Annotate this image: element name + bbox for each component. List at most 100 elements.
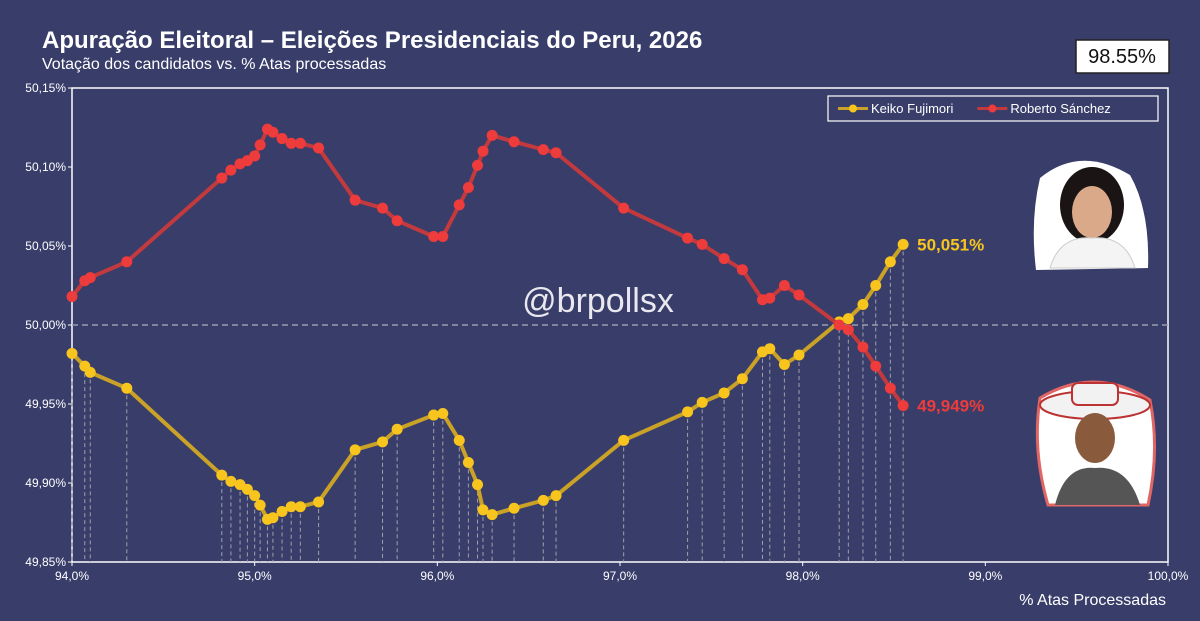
data-point xyxy=(428,231,440,243)
y-tick-label: 50,15% xyxy=(25,81,66,95)
legend: Keiko Fujimori Roberto Sánchez xyxy=(827,95,1159,122)
data-point xyxy=(857,341,869,353)
x-tick-label: 94,0% xyxy=(55,569,89,583)
x-axis-label: % Atas Processadas xyxy=(1019,592,1166,609)
data-point xyxy=(550,490,562,502)
data-point xyxy=(349,194,361,206)
data-point xyxy=(842,313,854,325)
data-point xyxy=(84,272,96,284)
data-point xyxy=(718,253,730,265)
data-point xyxy=(276,133,288,145)
data-point xyxy=(764,343,776,355)
y-tick-label: 50,10% xyxy=(25,160,66,174)
data-point xyxy=(508,136,520,148)
data-point xyxy=(285,501,297,513)
data-point xyxy=(682,406,694,418)
x-tick-label: 95,0% xyxy=(238,569,272,583)
data-point xyxy=(897,400,909,412)
data-point xyxy=(537,144,549,156)
legend-marker xyxy=(988,104,997,113)
data-point xyxy=(121,382,133,394)
badge: 98.55% xyxy=(1088,46,1156,68)
data-point xyxy=(462,456,474,468)
x-tick-label: 97,0% xyxy=(603,569,637,583)
data-point xyxy=(437,231,449,243)
data-point xyxy=(736,373,748,385)
data-point xyxy=(618,434,630,446)
data-point xyxy=(267,126,279,138)
data-point xyxy=(696,238,708,250)
data-point xyxy=(682,232,694,244)
data-point xyxy=(884,382,896,394)
x-tick-label: 99,0% xyxy=(968,569,1002,583)
data-point xyxy=(225,475,237,487)
chart-subtitle: Votação dos candidatos vs. % Atas proces… xyxy=(42,56,386,73)
data-point xyxy=(313,496,325,508)
data-point xyxy=(285,137,297,149)
data-point xyxy=(696,396,708,408)
data-point xyxy=(486,129,498,141)
data-point xyxy=(391,215,403,227)
data-point xyxy=(121,256,133,268)
data-point xyxy=(453,199,465,211)
data-point xyxy=(550,147,562,159)
y-tick-label: 50,00% xyxy=(25,318,66,332)
y-tick-label: 49,95% xyxy=(25,397,66,411)
data-point xyxy=(276,505,288,517)
data-point xyxy=(437,407,449,419)
data-label: 50,051% xyxy=(917,235,984,254)
data-point xyxy=(833,319,845,331)
data-point xyxy=(225,164,237,176)
data-point xyxy=(793,349,805,361)
y-tick-label: 49,90% xyxy=(25,476,66,490)
data-point xyxy=(428,409,440,421)
data-point xyxy=(66,347,78,359)
data-point xyxy=(793,289,805,301)
data-point xyxy=(618,202,630,214)
data-point xyxy=(377,436,389,448)
data-point xyxy=(462,182,474,194)
data-point xyxy=(537,494,549,506)
legend-label: Roberto Sánchez xyxy=(1010,101,1110,116)
data-point xyxy=(870,280,882,291)
data-point xyxy=(294,501,306,513)
chart-title: Apuração Eleitoral – Eleições Presidenci… xyxy=(42,27,702,54)
x-tick-label: 98,0% xyxy=(786,569,820,583)
data-point xyxy=(472,159,484,171)
data-point xyxy=(508,502,520,514)
data-point xyxy=(477,145,489,157)
data-point xyxy=(718,387,730,399)
data-point xyxy=(241,483,253,495)
x-tick-label: 100,0% xyxy=(1148,569,1189,583)
data-point xyxy=(66,291,78,303)
data-point xyxy=(84,366,96,378)
data-point xyxy=(778,359,790,370)
data-point xyxy=(267,512,279,524)
data-point xyxy=(453,434,465,446)
legend-marker xyxy=(849,104,857,113)
data-point xyxy=(897,238,909,250)
legend-label: Keiko Fujimori xyxy=(871,101,953,116)
data-label: 49,949% xyxy=(917,397,984,416)
portrait-roberto xyxy=(1035,380,1157,507)
watermark: @brpollsx xyxy=(522,282,674,320)
data-point xyxy=(842,324,854,336)
portrait-keiko xyxy=(1033,160,1149,270)
data-point xyxy=(870,360,882,372)
data-point xyxy=(349,444,361,456)
data-point xyxy=(884,256,896,268)
data-point xyxy=(472,479,484,491)
data-point xyxy=(254,139,266,151)
data-point xyxy=(477,504,489,516)
badge-box xyxy=(1075,39,1170,74)
data-point xyxy=(764,292,776,304)
data-point xyxy=(857,298,869,310)
data-point xyxy=(254,499,266,511)
data-point xyxy=(313,142,325,154)
y-tick-label: 49,85% xyxy=(25,555,66,569)
data-point xyxy=(249,150,261,162)
data-point xyxy=(736,264,748,276)
x-tick-label: 96,0% xyxy=(420,569,454,583)
data-point xyxy=(377,202,389,214)
